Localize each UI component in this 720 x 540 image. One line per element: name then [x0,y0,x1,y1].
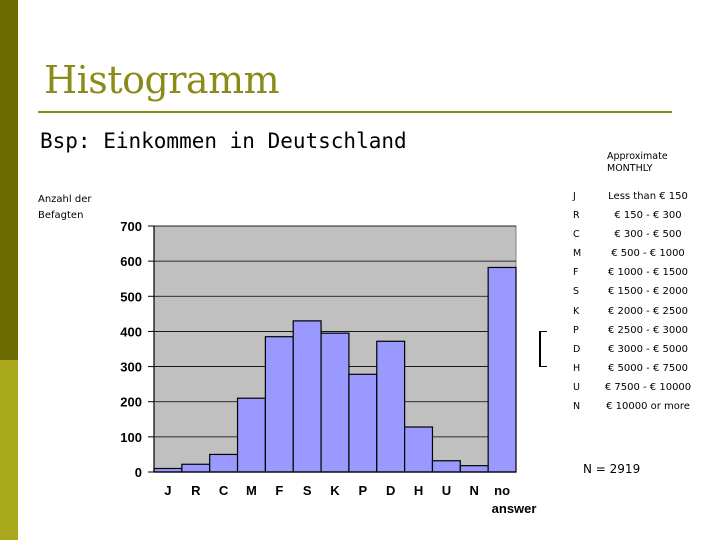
legend-header: Approximate MONTHLY [607,151,668,174]
legend-range: € 10000 or more [606,401,690,413]
legend-code: S [573,286,580,298]
x-tick-label: S [303,483,312,498]
legend-bracket [539,331,547,367]
x-tick-label: no answer [492,483,537,514]
y-tick-label: 500 [120,289,142,304]
legend-range: € 500 - € 1000 [611,248,685,260]
legend-range: € 300 - € 500 [614,229,682,241]
x-tick-label: D [386,483,395,498]
x-tick-label: F [275,483,283,498]
histogram-bar [376,340,406,473]
x-tick-label: M [246,483,257,498]
legend-code: H [573,362,581,374]
legend-code: J [573,191,576,202]
legend-range: € 1500 - € 2000 [608,286,688,298]
sample-size-label: N = 2919 [583,462,641,476]
x-tick-label: R [191,483,201,498]
histogram-bar [264,336,294,473]
y-tick-label: 200 [120,395,142,410]
histogram-bar [209,453,239,473]
legend-row: J Less than € 150 [572,188,702,207]
x-tick-label: U [442,483,451,498]
y-tick-label: 600 [120,254,142,269]
legend-code: R [573,210,580,222]
histogram-bar [320,332,350,473]
y-tick-label: 300 [120,360,142,375]
legend-code: M [573,248,582,260]
x-tick-label: K [330,483,340,498]
legend-row: K € 2000 - € 2500 [572,303,702,322]
x-tick-label: C [219,483,229,498]
income-legend: J Less than € 150 R € 150 - € 300 C € 300 - €… [572,188,702,417]
legend-row: P € 2500 - € 3000 [572,322,702,341]
legend-row: C € 300 - € 500 [572,226,702,245]
legend-code: F [573,267,579,279]
x-tick-label: J [164,483,171,498]
histogram-bar [404,426,434,473]
legend-code: D [573,343,581,355]
legend-range: € 3000 - € 5000 [608,343,688,355]
x-tick-label: H [414,483,423,498]
y-tick-label: 400 [120,324,142,339]
legend-row: M € 500 - € 1000 [572,245,702,264]
legend-row: R € 150 - € 300 [572,207,702,226]
histogram-bar [236,397,266,473]
legend-range: € 1000 - € 1500 [608,267,688,279]
histogram-bar [348,373,378,473]
y-tick-label: 100 [120,430,142,445]
legend-row: N € 10000 or more [572,398,702,417]
legend-range: € 2000 - € 2500 [608,305,688,317]
legend-code: P [573,324,579,336]
sidebar-decoration-top [0,0,18,360]
y-tick-label: 0 [135,465,142,480]
histogram-bar [459,465,489,473]
x-tick-label: P [359,483,368,498]
title-divider [38,111,672,113]
histogram-bar [292,320,322,473]
y-axis-label: Anzahl der Befagten [38,194,92,221]
legend-code: C [573,229,580,241]
legend-code: U [573,381,580,393]
legend-code: K [573,305,580,317]
legend-range: € 7500 - € 10000 [604,381,692,393]
legend-range: € 5000 - € 7500 [608,362,688,374]
slide-title: Histogramm [44,58,280,102]
histogram-bar [487,266,517,473]
legend-row: F € 1000 - € 1500 [572,264,702,283]
legend-row: H € 5000 - € 7500 [572,360,702,379]
legend-range: Less than € 150 [608,191,688,202]
legend-range: € 150 - € 300 [614,210,682,222]
legend-row: U € 7500 - € 10000 [572,379,702,398]
histogram-bar [181,463,211,473]
x-tick-label: N [470,483,479,498]
legend-row: S € 1500 - € 2000 [572,283,702,302]
histogram-bar [431,460,461,473]
legend-row: D € 3000 - € 5000 [572,341,702,360]
legend-code: N [573,401,581,413]
sidebar-decoration-bottom [0,360,18,540]
y-tick-label: 700 [120,219,142,234]
legend-range: € 2500 - € 3000 [608,324,688,336]
slide-subtitle: Bsp: Einkommen in Deutschland [40,129,407,153]
